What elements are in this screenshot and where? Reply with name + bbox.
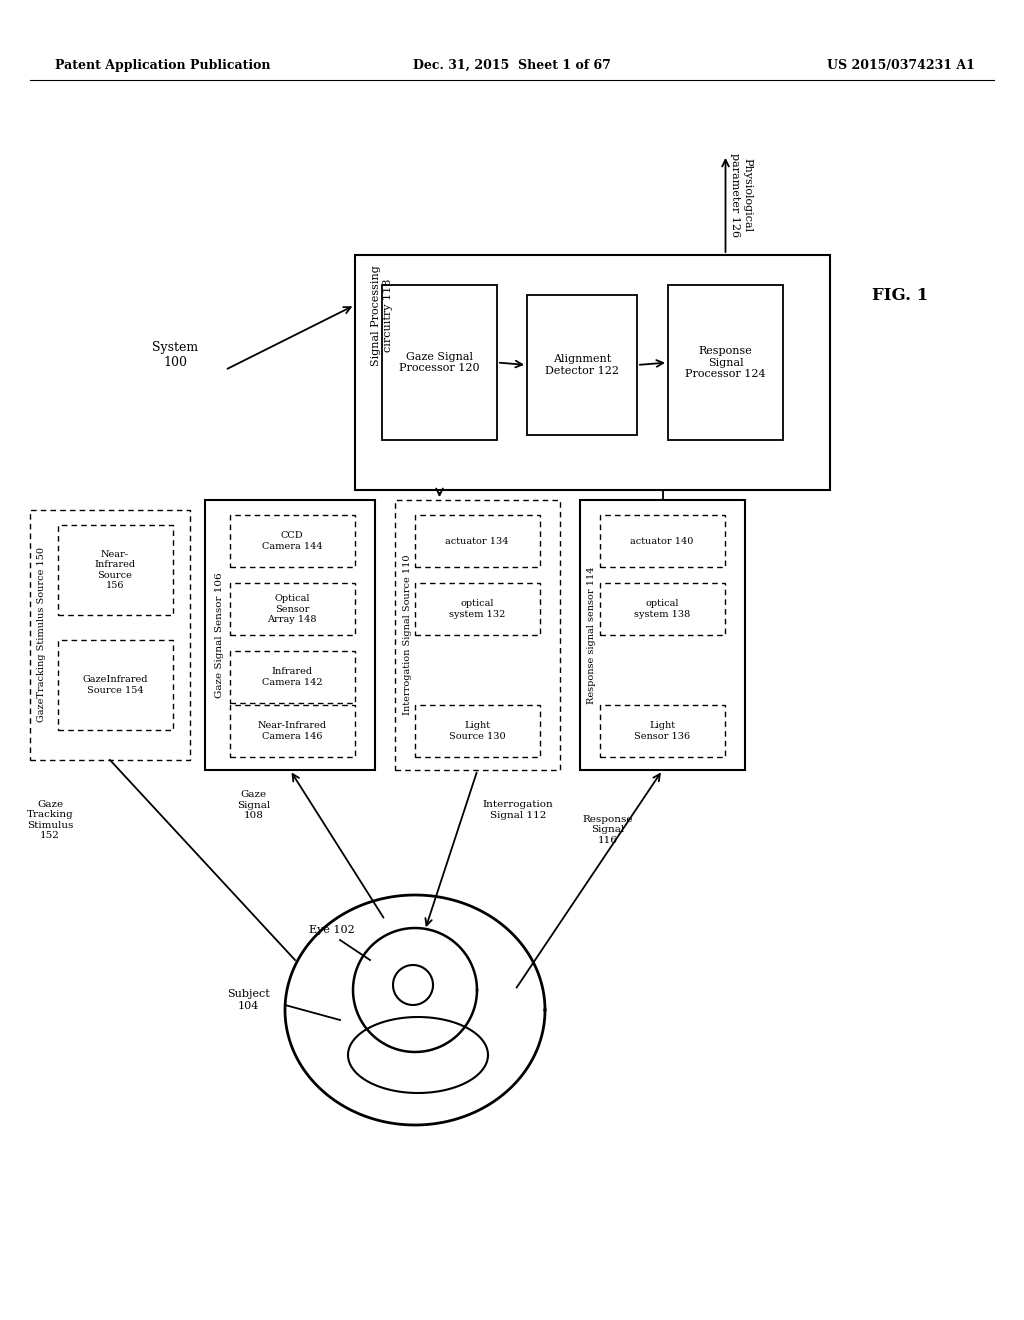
Bar	[668, 285, 783, 440]
Text: actuator 140: actuator 140	[631, 536, 693, 545]
Text: Response
Signal
Processor 124: Response Signal Processor 124	[685, 346, 766, 379]
Text: Gaze Signal Sensor 106: Gaze Signal Sensor 106	[214, 572, 223, 698]
Text: Response signal sensor 114: Response signal sensor 114	[588, 566, 597, 704]
Bar	[230, 583, 355, 635]
Bar	[600, 583, 725, 635]
Text: GazeTracking Stimulus Source 150: GazeTracking Stimulus Source 150	[38, 548, 46, 722]
Text: FIG. 1: FIG. 1	[871, 286, 928, 304]
Bar	[355, 255, 830, 490]
Text: Interrogation
Signal 112: Interrogation Signal 112	[482, 800, 553, 820]
Text: Infrared
Camera 142: Infrared Camera 142	[262, 668, 323, 686]
Bar	[527, 294, 637, 436]
Text: Near-Infrared
Camera 146: Near-Infrared Camera 146	[257, 721, 327, 741]
Bar	[415, 705, 540, 756]
Text: Gaze Signal
Processor 120: Gaze Signal Processor 120	[399, 351, 480, 374]
Text: Gaze
Signal
108: Gaze Signal 108	[237, 791, 270, 820]
Text: CCD
Camera 144: CCD Camera 144	[262, 531, 323, 550]
Text: actuator 134: actuator 134	[445, 536, 509, 545]
Text: Light
Source 130: Light Source 130	[449, 721, 505, 741]
Bar	[58, 640, 173, 730]
Text: Eye 102: Eye 102	[309, 925, 355, 935]
Bar	[600, 705, 725, 756]
Bar	[230, 651, 355, 704]
Bar	[600, 515, 725, 568]
Text: Light
Sensor 136: Light Sensor 136	[634, 721, 690, 741]
Text: Patent Application Publication: Patent Application Publication	[55, 58, 270, 71]
Bar	[30, 510, 190, 760]
Text: System
100: System 100	[152, 341, 198, 370]
Text: Signal Processing
circuitry 118: Signal Processing circuitry 118	[371, 265, 392, 366]
Text: optical
system 138: optical system 138	[634, 599, 690, 619]
Text: Gaze
Tracking
Stimulus
152: Gaze Tracking Stimulus 152	[27, 800, 74, 840]
Text: Alignment
Detector 122: Alignment Detector 122	[545, 354, 618, 376]
Text: Interrogation Signal Source 110: Interrogation Signal Source 110	[402, 554, 412, 715]
Bar	[415, 583, 540, 635]
Text: optical
system 132: optical system 132	[449, 599, 505, 619]
Text: US 2015/0374231 A1: US 2015/0374231 A1	[827, 58, 975, 71]
Text: Subject
104: Subject 104	[227, 989, 270, 1011]
Bar	[395, 500, 560, 770]
Text: Dec. 31, 2015  Sheet 1 of 67: Dec. 31, 2015 Sheet 1 of 67	[413, 58, 611, 71]
Bar	[230, 515, 355, 568]
Bar	[205, 500, 375, 770]
Bar	[415, 515, 540, 568]
Bar	[58, 525, 173, 615]
Bar	[382, 285, 497, 440]
Bar	[230, 705, 355, 756]
Text: Response
Signal
116: Response Signal 116	[583, 814, 633, 845]
Bar	[580, 500, 745, 770]
Text: Near-
Infrared
Source
156: Near- Infrared Source 156	[94, 550, 135, 590]
Text: Optical
Sensor
Array 148: Optical Sensor Array 148	[267, 594, 316, 624]
Text: GazeInfrared
Source 154: GazeInfrared Source 154	[82, 676, 147, 694]
Text: Physiological
parameter 126: Physiological parameter 126	[730, 153, 752, 238]
